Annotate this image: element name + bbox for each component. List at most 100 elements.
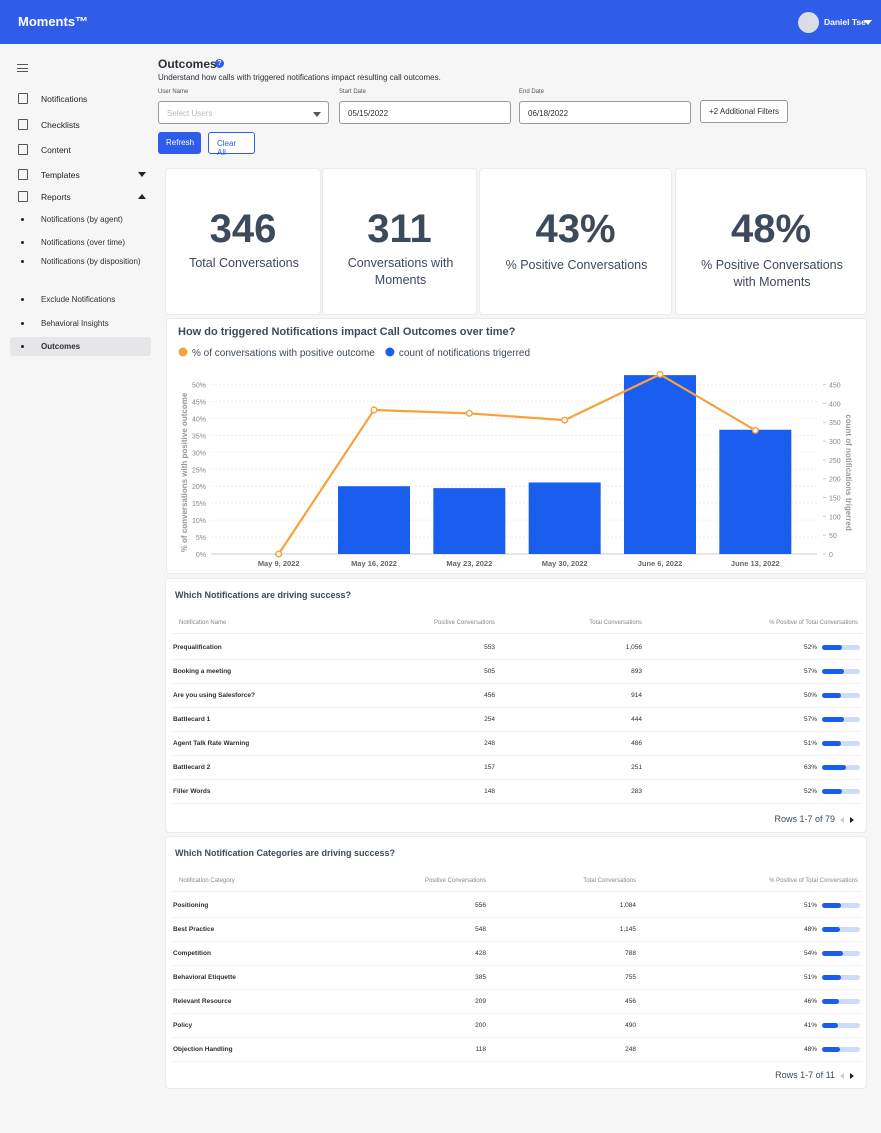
filter-label: User Name <box>158 89 189 95</box>
nav-sub-item[interactable]: Notifications (by agent) <box>41 215 123 224</box>
stat-card: 43% % Positive Conversations <box>479 168 672 315</box>
nav-item[interactable]: Reports <box>41 192 71 202</box>
nav-icon[interactable] <box>18 191 28 202</box>
x-tick-label: May 23, 2022 <box>446 559 492 568</box>
start-date[interactable]: 05/15/2022 <box>339 101 511 124</box>
page-prev[interactable] <box>840 817 844 823</box>
page-prev[interactable] <box>840 1073 844 1079</box>
pagination[interactable]: Rows 1-7 of 11 <box>775 1070 835 1080</box>
row-rule <box>172 989 862 990</box>
x-tick-label: May 30, 2022 <box>542 559 588 568</box>
percent-bar <box>822 999 840 1004</box>
nav-icon[interactable] <box>18 144 28 155</box>
column-header: Positive Conversations <box>424 878 486 884</box>
page-next[interactable] <box>850 817 854 823</box>
filter-label: Start Date <box>339 89 367 95</box>
percent-track <box>822 669 860 674</box>
y-tick-label: 30% <box>192 450 206 457</box>
bar <box>528 482 601 554</box>
point <box>465 409 473 417</box>
x-tick-label: May 9, 2022 <box>258 559 300 568</box>
cell-name: Objection Handling <box>173 1046 233 1053</box>
cell-positive: 148 <box>484 788 495 795</box>
x-tick-label: June 6, 2022 <box>638 559 683 568</box>
percent-bar <box>822 927 841 932</box>
bullet <box>21 218 24 221</box>
chart-title: How do triggered Notifications impact Ca… <box>178 326 516 338</box>
percent-track <box>822 693 860 698</box>
cell-percent: 48% <box>803 926 817 933</box>
percent-track <box>822 1047 860 1052</box>
column-header: Total Conversations <box>583 878 636 884</box>
cell-percent: 52% <box>803 644 817 651</box>
nav-icon[interactable] <box>18 93 28 104</box>
table-card: Which Notifications are driving success?… <box>165 578 867 833</box>
refresh-button[interactable]: Refresh <box>158 132 201 154</box>
x-tick-label: May 16, 2022 <box>351 559 397 568</box>
cell-percent: 57% <box>803 716 817 723</box>
nav-item[interactable]: Checklists <box>41 120 80 130</box>
cell-positive: 548 <box>475 926 486 933</box>
logo[interactable]: Moments™ <box>18 14 89 29</box>
cell-percent: 63% <box>803 764 817 771</box>
nav-caret[interactable] <box>138 194 146 199</box>
user-select[interactable]: Select Users <box>158 101 329 124</box>
percent-track <box>822 903 860 908</box>
cell-total: 490 <box>625 1022 636 1029</box>
y-tick-label: 50% <box>192 383 206 390</box>
filter-label: End Date <box>519 89 545 95</box>
avatar[interactable] <box>798 12 819 33</box>
percent-track <box>822 975 860 980</box>
nav-sub-item[interactable]: Notifications (by disposition) <box>41 257 141 266</box>
row-rule <box>172 1061 862 1062</box>
percent-track <box>822 765 860 770</box>
nav-sub-item[interactable]: Exclude Notifications <box>41 295 116 304</box>
cell-positive: 209 <box>475 998 486 1005</box>
column-header: Positive Conversations <box>433 620 495 626</box>
nav-sub-item[interactable]: Behavioral Insights <box>41 319 109 328</box>
chart-card: How do triggered Notifications impact Ca… <box>166 318 867 574</box>
percent-bar <box>822 975 842 980</box>
placeholder: Select Users <box>167 109 213 118</box>
nav-icon[interactable] <box>18 169 28 180</box>
y-tick-label: 25% <box>192 467 206 474</box>
user-caret[interactable] <box>864 20 872 25</box>
cell-name: Booking a meeting <box>173 668 232 675</box>
user-name[interactable]: Daniel Tse <box>824 17 866 27</box>
y2-tick-label: 300 <box>829 439 841 446</box>
y2-tick-label: 400 <box>829 401 841 408</box>
legend-label: count of notifications trigerred <box>399 348 530 359</box>
table-title: Which Notifications are driving success? <box>175 590 352 600</box>
nav-icon[interactable] <box>18 119 28 130</box>
stat-label: Total Conversations <box>189 256 299 270</box>
help-icon[interactable]: ? <box>215 59 224 68</box>
nav-sub-item[interactable]: Outcomes <box>41 342 81 351</box>
percent-bar <box>822 669 844 674</box>
cell-name: Filler Words <box>173 788 211 795</box>
cell-total: 893 <box>631 668 642 675</box>
more-filters[interactable]: +2 Additional Filters <box>700 100 789 123</box>
page-next[interactable] <box>850 1073 854 1079</box>
pagination[interactable]: Rows 1-7 of 79 <box>774 814 835 824</box>
y2-tick-label: 250 <box>829 458 841 465</box>
nav-item[interactable]: Notifications <box>41 94 88 104</box>
menu-icon[interactable] <box>17 64 28 72</box>
nav-sub-item[interactable]: Notifications (over time) <box>41 238 126 247</box>
cell-name: Behavioral Etiquette <box>173 974 236 981</box>
row-rule <box>172 707 862 708</box>
percent-track <box>822 741 860 746</box>
end-date[interactable]: 06/18/2022 <box>519 101 691 124</box>
point <box>561 416 569 424</box>
cell-total: 251 <box>631 764 642 771</box>
y-tick-label: 20% <box>192 484 206 491</box>
clear-button[interactable]: Clear All <box>208 132 255 157</box>
nav-caret[interactable] <box>138 172 146 177</box>
legend-marker <box>385 347 395 357</box>
y2-axis-title: count of notifications trigerred <box>844 414 853 531</box>
nav-item[interactable]: Templates <box>41 170 80 180</box>
cell-percent: 51% <box>803 902 817 909</box>
nav-item[interactable]: Content <box>41 145 71 155</box>
cell-total: 1,145 <box>619 926 636 933</box>
cell-total: 486 <box>631 740 642 747</box>
